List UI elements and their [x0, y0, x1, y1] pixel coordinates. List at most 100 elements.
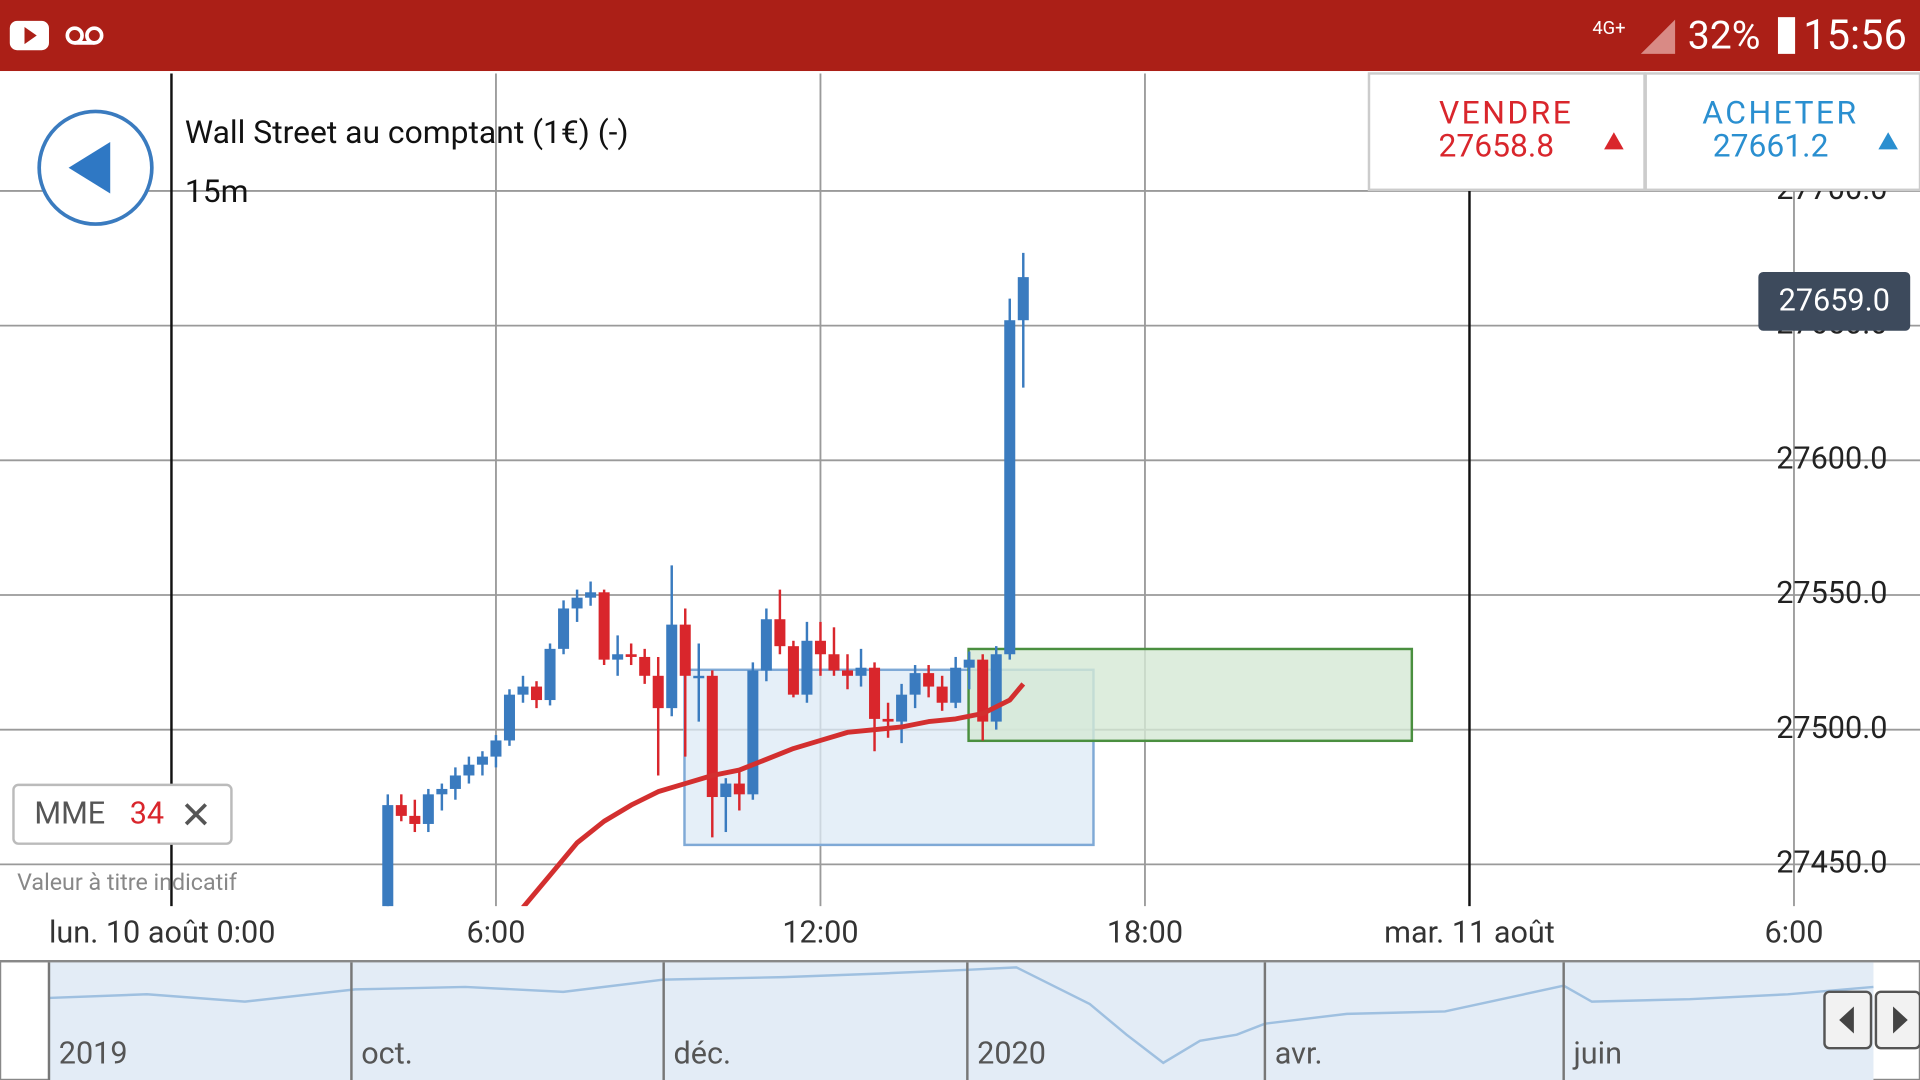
- candle-body: [923, 673, 935, 687]
- candle-body: [679, 624, 691, 676]
- candle-body: [625, 654, 637, 657]
- x-axis: lun. 10 août 0:00 6:00 12:00 18:00 mar. 11 a…: [0, 907, 1920, 962]
- up-arrow: [1878, 132, 1898, 150]
- candle-body: [463, 764, 475, 776]
- candle-body: [639, 656, 651, 676]
- battery-level: 32%: [1688, 12, 1761, 58]
- candle-body: [598, 592, 610, 660]
- y-tick-label: 27500.0: [1776, 711, 1887, 746]
- x-tick-label: lun. 10 août 0:00: [49, 915, 276, 950]
- candle-body: [544, 648, 556, 701]
- y-tick-label: 27550.0: [1776, 576, 1887, 611]
- candle-body: [977, 659, 989, 722]
- navigator-range: [48, 962, 1874, 1080]
- up-arrow: [1604, 132, 1624, 150]
- candle-body: [909, 673, 921, 695]
- candle-body: [422, 794, 434, 824]
- disclaimer: Valeur à titre indicatif: [17, 868, 238, 896]
- voicemail-icon: [65, 26, 104, 45]
- indicator-line: [521, 682, 1026, 907]
- candle-body: [882, 718, 894, 722]
- candle-body: [503, 694, 515, 741]
- candle-body: [571, 597, 583, 609]
- candle-body: [896, 694, 908, 722]
- candle-body: [449, 775, 461, 789]
- x-tick-label: 18:00: [1107, 915, 1183, 950]
- candle-body: [1017, 277, 1029, 321]
- candle-body: [950, 667, 962, 703]
- x-tick-label: 6:00: [1764, 915, 1823, 950]
- navigator-label: juin: [1572, 1037, 1622, 1072]
- navigator[interactable]: 2019 oct. déc. 2020 avr. juin: [0, 960, 1920, 1080]
- x-tick-label: mar. 11 août: [1384, 915, 1555, 950]
- candle-body: [666, 624, 678, 709]
- candle-body: [801, 640, 813, 695]
- candle-body: [936, 686, 948, 703]
- candle-body: [612, 654, 624, 660]
- x-tick-label-bg: [34, 908, 291, 960]
- candle-body: [963, 659, 975, 668]
- sell-button[interactable]: [1367, 72, 1646, 192]
- sell-price: 27658.8: [1438, 127, 1554, 165]
- candle-body: [990, 654, 1002, 722]
- candle-body: [720, 783, 732, 798]
- last-price-badge: [1758, 271, 1911, 331]
- candle-body: [585, 592, 597, 598]
- x-tick-label-bg: [1369, 908, 1570, 960]
- candle-body: [436, 788, 448, 795]
- zone-box: [967, 647, 1414, 743]
- battery-icon: [1777, 17, 1796, 54]
- candle-body: [828, 654, 840, 671]
- candle-body: [1004, 320, 1016, 655]
- candle-body: [787, 646, 799, 695]
- candle-body: [706, 675, 718, 798]
- sell-label: VENDRE: [1439, 94, 1573, 132]
- navigator-label: 2019: [59, 1037, 128, 1072]
- candle-body: [382, 805, 394, 907]
- candle-body: [476, 756, 488, 765]
- youtube-icon: [24, 26, 37, 45]
- network-label: 4G+: [1592, 18, 1625, 39]
- candle-body: [855, 667, 867, 676]
- navigator-label: déc.: [673, 1037, 731, 1072]
- navigator-label: avr.: [1275, 1037, 1323, 1072]
- candle-body: [693, 675, 705, 679]
- navigator-label: oct.: [361, 1037, 413, 1072]
- status-bar: [0, 0, 1920, 72]
- x-tick-label: 6:00: [466, 915, 525, 950]
- buy-button[interactable]: [1644, 72, 1920, 192]
- back-arrow: [68, 142, 111, 194]
- instrument-title: Wall Street au comptant (1€) (-): [185, 113, 629, 151]
- candle-body: [841, 670, 854, 676]
- candle-body: [558, 608, 570, 649]
- last-price-label: 27659.0: [1779, 284, 1890, 319]
- candle-body: [760, 619, 772, 671]
- candle-body: [517, 686, 529, 695]
- signal-icon: [1640, 19, 1676, 54]
- candle-body: [395, 805, 407, 816]
- remove-indicator[interactable]: [184, 803, 208, 826]
- candle-body: [733, 783, 745, 795]
- indicator-period: 34: [130, 797, 164, 832]
- candle-body: [490, 740, 502, 757]
- x-tick-label: 12:00: [782, 915, 858, 950]
- timeframe[interactable]: 15m: [185, 172, 249, 210]
- candle-body: [814, 640, 826, 655]
- candle-body: [652, 675, 664, 709]
- buy-label: ACHETER: [1702, 94, 1858, 132]
- navigator-label: 2020: [977, 1037, 1046, 1072]
- indicator-chip[interactable]: [12, 783, 233, 845]
- plot-area: [382, 252, 1414, 907]
- buy-price: 27661.2: [1713, 127, 1829, 165]
- candle-body: [774, 619, 786, 647]
- indicator-name: MME: [34, 797, 105, 832]
- clock: 15:56: [1803, 11, 1907, 60]
- candle-body: [747, 670, 759, 795]
- candle-body: [409, 815, 421, 824]
- y-tick-label: 27600.0: [1776, 441, 1887, 476]
- y-tick-label: 27450.0: [1776, 845, 1887, 880]
- candle-body: [531, 686, 543, 701]
